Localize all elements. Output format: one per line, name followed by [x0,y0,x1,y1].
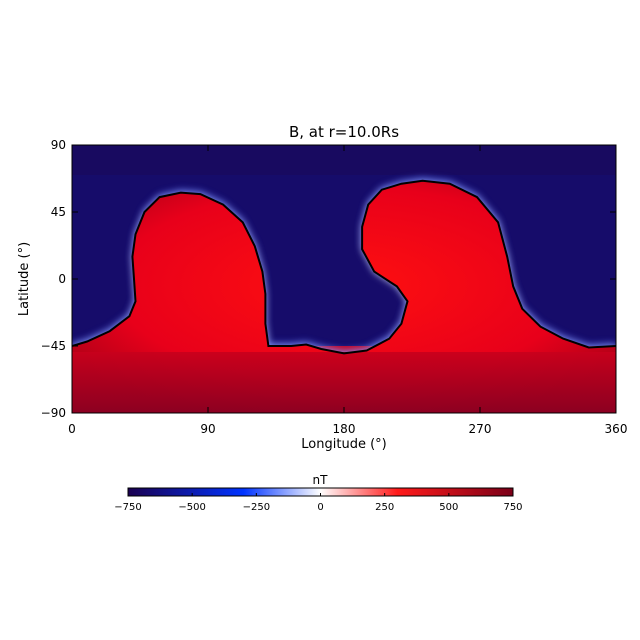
plot-area [72,145,616,413]
x-tick-label: 360 [605,422,628,436]
y-tick-label: −90 [41,406,66,420]
x-axis-label: Longitude (°) [301,437,386,452]
colorbar-tick-label: −250 [243,502,270,513]
colorbar-tick-label: 500 [439,502,458,513]
chart-title: B, at r=10.0Rs [289,123,399,141]
colorbar-tick-label: −500 [178,502,205,513]
southern-band-overlay [72,352,616,413]
x-tick-label: 180 [333,422,356,436]
y-tick-label: 45 [51,205,66,219]
colorbar-tick-label: 250 [375,502,394,513]
colorbar-tick-label: −750 [114,502,141,513]
y-tick-label: 0 [58,272,66,286]
x-tick-label: 0 [68,422,76,436]
x-tick-label: 90 [200,422,215,436]
y-tick-label: −45 [41,339,66,353]
colorbar-tick-label: 750 [503,502,522,513]
y-axis-label: Latitude (°) [17,242,32,316]
x-tick-label: 270 [469,422,492,436]
y-tick-label: 90 [51,138,66,152]
colorbar-tick-label: 0 [317,502,323,513]
zero-contour [72,179,616,355]
colorbar-label: nT [313,473,329,487]
